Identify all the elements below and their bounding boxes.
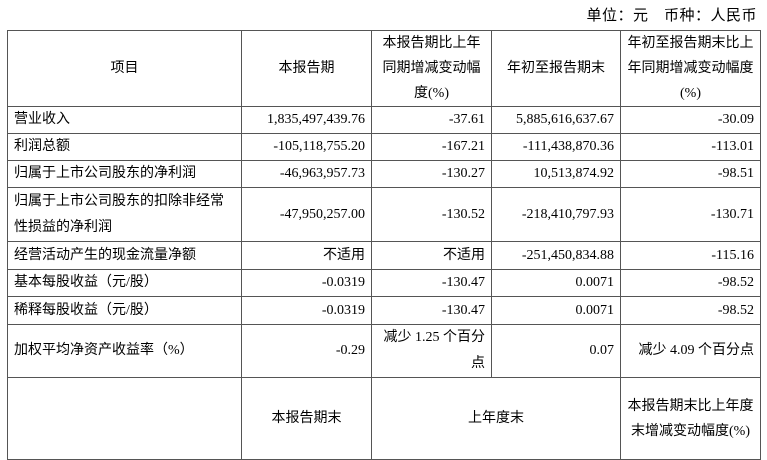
cell-value: -30.09 xyxy=(620,106,761,134)
cell-value: -115.16 xyxy=(620,241,761,270)
table-footer-header-row: 本报告期末 上年度末 本报告期末比上年度末增减变动幅度(%) xyxy=(7,377,761,460)
table-header-row: 项目 本报告期 本报告期比上年同期增减变动幅度(%) 年初至报告期末 年初至报告… xyxy=(7,30,761,107)
footer-header-change: 本报告期末比上年度末增减变动幅度(%) xyxy=(620,377,761,460)
cell-value: -130.52 xyxy=(371,187,492,242)
table-row: 利润总额 -105,118,755.20 -167.21 -111,438,870.3… xyxy=(7,133,761,161)
table-row: 营业收入 1,835,497,439.76 -37.61 5,885,616,637.… xyxy=(7,106,761,134)
row-label: 归属于上市公司股东的净利润 xyxy=(7,160,242,188)
header-ytd-change: 年初至报告期末比上年同期增减变动幅度(%) xyxy=(620,30,761,107)
cell-value: -218,410,797.93 xyxy=(491,187,621,242)
table-row: 基本每股收益（元/股） -0.0319 -130.47 0.0071 -98.52 xyxy=(7,269,761,297)
row-label: 稀释每股收益（元/股） xyxy=(7,296,242,325)
table-row: 加权平均净资产收益率（%） -0.29 减少 1.25 个百分点 0.07 减少 4.0… xyxy=(7,324,761,378)
cell-value: -0.0319 xyxy=(241,296,372,325)
cell-value: 减少 4.09 个百分点 xyxy=(620,324,761,378)
row-label: 营业收入 xyxy=(7,106,242,134)
table-row: 稀释每股收益（元/股） -0.0319 -130.47 0.0071 -98.52 xyxy=(7,296,761,325)
unit-currency-label: 单位：元 币种：人民币 xyxy=(586,8,757,24)
cell-value: -130.27 xyxy=(371,160,492,188)
cell-value: -47,950,257.00 xyxy=(241,187,372,242)
cell-value: 1,835,497,439.76 xyxy=(241,106,372,134)
cell-value: 0.0071 xyxy=(491,296,621,325)
footer-header-period-end: 本报告期末 xyxy=(241,377,372,460)
header-item: 项目 xyxy=(7,30,242,107)
cell-value: 不适用 xyxy=(371,241,492,270)
table-row: 归属于上市公司股东的扣除非经常性损益的净利润 -47,950,257.00 -130… xyxy=(7,187,761,242)
footer-header-last-year-end: 上年度末 xyxy=(371,377,621,460)
cell-value: -105,118,755.20 xyxy=(241,133,372,161)
cell-value: -113.01 xyxy=(620,133,761,161)
cell-value: 减少 1.25 个百分点 xyxy=(371,324,492,378)
cell-value: -98.51 xyxy=(620,160,761,188)
cell-value: 0.0071 xyxy=(491,269,621,297)
footer-header-item xyxy=(7,377,242,460)
cell-value: -130.47 xyxy=(371,269,492,297)
row-label: 加权平均净资产收益率（%） xyxy=(7,324,242,378)
cell-value: 10,513,874.92 xyxy=(491,160,621,188)
cell-value: -130.47 xyxy=(371,296,492,325)
cell-value: -98.52 xyxy=(620,269,761,297)
row-label: 归属于上市公司股东的扣除非经常性损益的净利润 xyxy=(7,187,242,242)
header-current-change: 本报告期比上年同期增减变动幅度(%) xyxy=(371,30,492,107)
cell-value: -0.29 xyxy=(241,324,372,378)
row-label: 经营活动产生的现金流量净额 xyxy=(7,241,242,270)
cell-value: -251,450,834.88 xyxy=(491,241,621,270)
cell-value: -98.52 xyxy=(620,296,761,325)
table-row: 归属于上市公司股东的净利润 -46,963,957.73 -130.27 10,513… xyxy=(7,160,761,188)
row-label: 基本每股收益（元/股） xyxy=(7,269,242,297)
cell-value: -0.0319 xyxy=(241,269,372,297)
cell-value: -130.71 xyxy=(620,187,761,242)
cell-value: -46,963,957.73 xyxy=(241,160,372,188)
cell-value: -111,438,870.36 xyxy=(491,133,621,161)
cell-value: 5,885,616,637.67 xyxy=(491,106,621,134)
cell-value: 不适用 xyxy=(241,241,372,270)
header-ytd: 年初至报告期末 xyxy=(491,30,621,107)
row-label: 利润总额 xyxy=(7,133,242,161)
cell-value: -37.61 xyxy=(371,106,492,134)
cell-value: -167.21 xyxy=(371,133,492,161)
table-row: 经营活动产生的现金流量净额 不适用 不适用 -251,450,834.88 -115.1… xyxy=(7,241,761,270)
cell-value: 0.07 xyxy=(491,324,621,378)
financial-data-table: 项目 本报告期 本报告期比上年同期增减变动幅度(%) 年初至报告期末 年初至报告… xyxy=(7,30,761,460)
header-current-period: 本报告期 xyxy=(241,30,372,107)
